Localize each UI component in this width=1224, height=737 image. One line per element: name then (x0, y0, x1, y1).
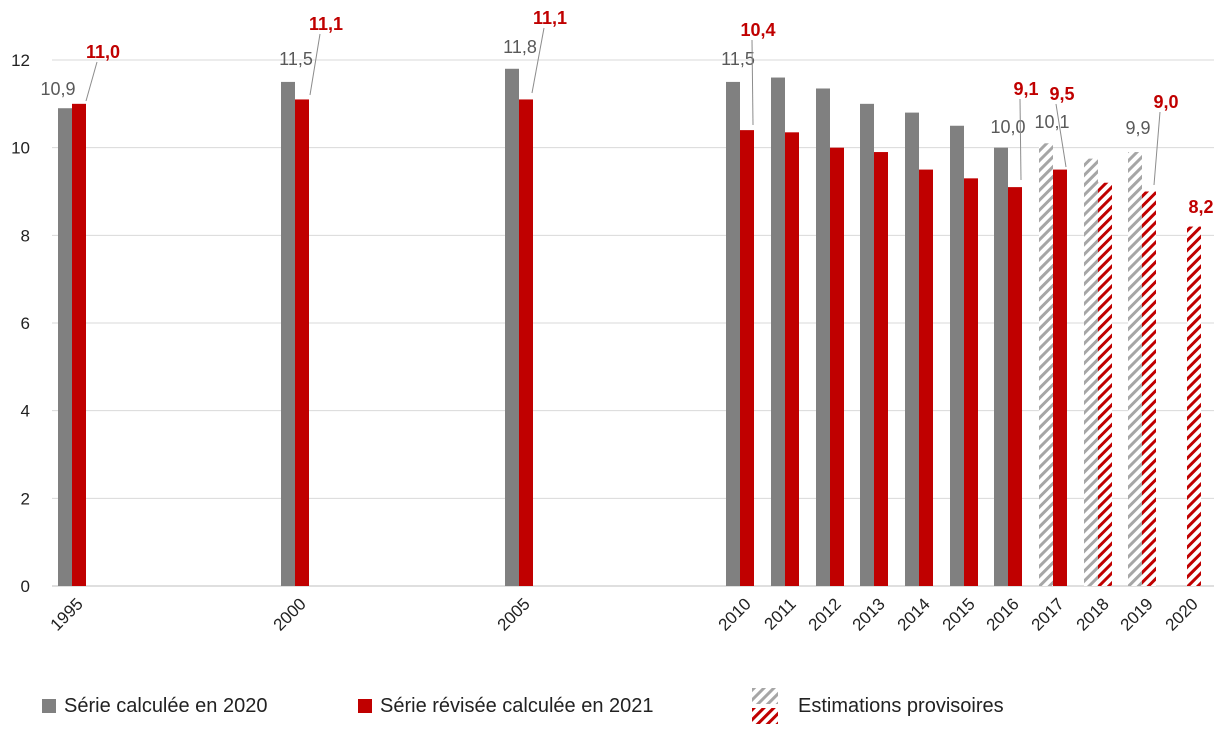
legend-item-grey: Série calculée en 2020 (42, 686, 267, 726)
bar-revised-2021 (1187, 226, 1201, 587)
bar-calc-2020 (1128, 152, 1142, 587)
data-labels: 10,9 11,5 11,8 11,5 10,0 10,1 9,9 11,0 11,1 11,1 1… (40, 8, 1213, 217)
bar-revised-2021 (1008, 187, 1022, 586)
data-label-calc: 9,9 (1125, 118, 1150, 138)
bar-calc-2020 (860, 103, 874, 586)
bar-revised-2021 (295, 99, 309, 586)
data-label-revised: 10,4 (740, 20, 775, 40)
bars (58, 68, 1201, 587)
x-axis: 1995 2000 2005 2010 2011 2012 2013 2014 2015 2016… (47, 594, 1202, 634)
x-tick-label: 2017 (1028, 594, 1068, 634)
bar-calc-2020 (726, 81, 740, 587)
y-axis: 0 2 4 6 8 10 12 (11, 51, 30, 596)
y-tick-label: 6 (21, 314, 30, 333)
x-tick-label: 2011 (761, 594, 800, 633)
bar-revised-2021 (1142, 191, 1156, 586)
data-label-revised: 11,1 (533, 8, 567, 28)
bar-calc-2020 (771, 77, 785, 587)
data-label-revised: 11,0 (86, 42, 120, 62)
x-tick-label: 2012 (805, 594, 845, 634)
legend-item-hatch: Estimations provisoires (752, 686, 1004, 726)
data-label-calc: 10,9 (40, 79, 75, 99)
leader-line (1153, 111, 1161, 186)
x-tick-label: 2005 (494, 594, 534, 634)
bar-chart: 0 2 4 6 8 10 12 10,9 11,5 11,8 11,5 10,0 10,1 9,9 11,… (11, 8, 1214, 635)
x-tick-label: 2010 (715, 594, 755, 634)
bar-calc-2020 (994, 147, 1008, 586)
leader-line (309, 33, 321, 96)
legend-swatch-red (358, 699, 372, 713)
y-tick-label: 4 (21, 402, 30, 421)
bar-revised-2021 (830, 147, 844, 586)
y-tick-label: 2 (21, 489, 30, 508)
leader-line (531, 27, 545, 94)
x-tick-label: 2014 (894, 594, 934, 634)
bar-calc-2020 (1084, 158, 1098, 586)
legend-swatch-hatch (752, 688, 778, 724)
x-tick-label: 2019 (1117, 594, 1157, 634)
bar-calc-2020 (1039, 143, 1053, 587)
bar-revised-2021 (72, 103, 86, 586)
x-tick-label: 2000 (270, 594, 310, 634)
gridlines (52, 59, 1214, 587)
y-tick-label: 8 (21, 226, 30, 245)
data-label-revised: 8,2 (1188, 197, 1213, 217)
data-label-calc: 11,8 (503, 37, 537, 57)
y-tick-label: 0 (21, 577, 30, 596)
legend: Série calculée en 2020 Série révisée cal… (0, 686, 1224, 726)
bar-revised-2021 (785, 132, 799, 586)
bar-calc-2020 (950, 125, 964, 586)
bar-revised-2021 (964, 178, 978, 586)
bar-calc-2020 (505, 68, 519, 587)
bar-calc-2020 (905, 112, 919, 586)
y-tick-label: 12 (11, 51, 30, 70)
bar-calc-2020 (281, 81, 295, 587)
data-label-calc: 10,0 (990, 117, 1025, 137)
x-tick-label: 2016 (983, 594, 1023, 634)
bar-revised-2021 (740, 130, 754, 586)
y-tick-label: 10 (11, 139, 30, 158)
data-label-revised: 9,0 (1153, 92, 1178, 112)
legend-label-red: Série révisée calculée en 2021 (380, 694, 654, 717)
legend-item-red: Série révisée calculée en 2021 (358, 686, 654, 726)
legend-label-grey: Série calculée en 2020 (64, 694, 268, 717)
data-label-revised: 11,1 (309, 14, 343, 34)
x-tick-label: 2013 (849, 594, 889, 634)
leader-line (751, 39, 754, 126)
bar-revised-2021 (874, 152, 888, 587)
bar-revised-2021 (919, 169, 933, 587)
bar-revised-2021 (1098, 182, 1112, 586)
bar-calc-2020 (58, 108, 72, 586)
legend-label-hatch: Estimations provisoires (798, 694, 1004, 717)
data-label-calc: 10,1 (1034, 112, 1069, 132)
leader-line (1055, 103, 1067, 168)
bar-revised-2021 (519, 99, 533, 586)
leader-line (1019, 98, 1022, 181)
bar-calc-2020 (816, 88, 830, 586)
x-tick-label: 2015 (939, 594, 979, 634)
data-label-revised: 9,5 (1049, 84, 1074, 104)
data-label-calc: 11,5 (279, 49, 313, 69)
data-label-revised: 9,1 (1013, 79, 1038, 99)
x-tick-label: 2020 (1162, 594, 1202, 634)
leader-line (85, 61, 98, 102)
bar-revised-2021 (1053, 169, 1067, 587)
data-label-calc: 11,5 (721, 49, 755, 69)
x-tick-label: 1995 (47, 594, 87, 634)
x-tick-label: 2018 (1073, 594, 1113, 634)
legend-swatch-grey (42, 699, 56, 713)
